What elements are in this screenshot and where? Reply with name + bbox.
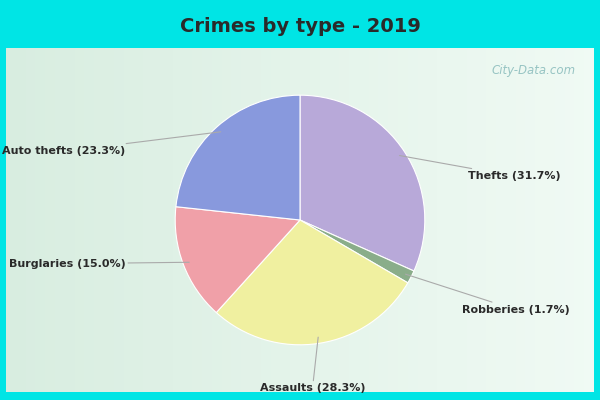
Bar	[74, 48, 85, 392]
Text: Crimes by type - 2019: Crimes by type - 2019	[179, 16, 421, 36]
Bar	[192, 48, 202, 392]
Text: Burglaries (15.0%): Burglaries (15.0%)	[8, 259, 189, 269]
Bar	[486, 48, 496, 392]
Text: Assaults (28.3%): Assaults (28.3%)	[260, 337, 365, 394]
Bar	[300, 48, 310, 392]
Bar	[85, 48, 94, 392]
Bar	[182, 48, 192, 392]
Bar	[457, 48, 467, 392]
Bar	[496, 48, 506, 392]
Text: Thefts (31.7%): Thefts (31.7%)	[400, 156, 561, 181]
Bar	[388, 48, 398, 392]
Bar	[143, 48, 153, 392]
Bar	[526, 48, 535, 392]
Wedge shape	[300, 95, 425, 271]
Bar	[6, 48, 16, 392]
Bar	[320, 48, 329, 392]
Bar	[535, 48, 545, 392]
Bar	[339, 48, 349, 392]
Bar	[359, 48, 368, 392]
Bar	[241, 48, 251, 392]
Bar	[467, 48, 476, 392]
Bar	[261, 48, 271, 392]
Text: City-Data.com: City-Data.com	[492, 64, 576, 77]
Bar	[221, 48, 232, 392]
Bar	[584, 48, 594, 392]
Bar	[437, 48, 447, 392]
Bar	[418, 48, 427, 392]
Bar	[555, 48, 565, 392]
Bar	[104, 48, 114, 392]
Bar	[545, 48, 555, 392]
Bar	[271, 48, 280, 392]
Wedge shape	[176, 95, 300, 220]
Bar	[232, 48, 241, 392]
Bar	[427, 48, 437, 392]
Bar	[163, 48, 173, 392]
Bar	[35, 48, 45, 392]
Bar	[173, 48, 182, 392]
Wedge shape	[216, 220, 408, 345]
Bar	[26, 48, 35, 392]
Bar	[202, 48, 212, 392]
Bar	[515, 48, 526, 392]
Bar	[16, 48, 26, 392]
Bar	[329, 48, 339, 392]
Bar	[133, 48, 143, 392]
Text: Auto thefts (23.3%): Auto thefts (23.3%)	[2, 132, 221, 156]
Bar	[124, 48, 133, 392]
Bar	[65, 48, 74, 392]
Wedge shape	[175, 207, 300, 312]
Bar	[94, 48, 104, 392]
Bar	[310, 48, 320, 392]
Bar	[280, 48, 290, 392]
Bar	[212, 48, 221, 392]
Bar	[565, 48, 574, 392]
Bar	[476, 48, 486, 392]
Wedge shape	[300, 220, 414, 283]
Bar	[45, 48, 55, 392]
Bar	[506, 48, 515, 392]
Bar	[408, 48, 418, 392]
Bar	[368, 48, 379, 392]
Bar	[153, 48, 163, 392]
Bar	[55, 48, 65, 392]
Bar	[349, 48, 359, 392]
Bar	[290, 48, 300, 392]
Text: Robberies (1.7%): Robberies (1.7%)	[406, 274, 570, 315]
Bar	[379, 48, 388, 392]
Bar	[447, 48, 457, 392]
Bar	[574, 48, 584, 392]
Bar	[398, 48, 408, 392]
Bar	[251, 48, 261, 392]
Bar	[114, 48, 124, 392]
